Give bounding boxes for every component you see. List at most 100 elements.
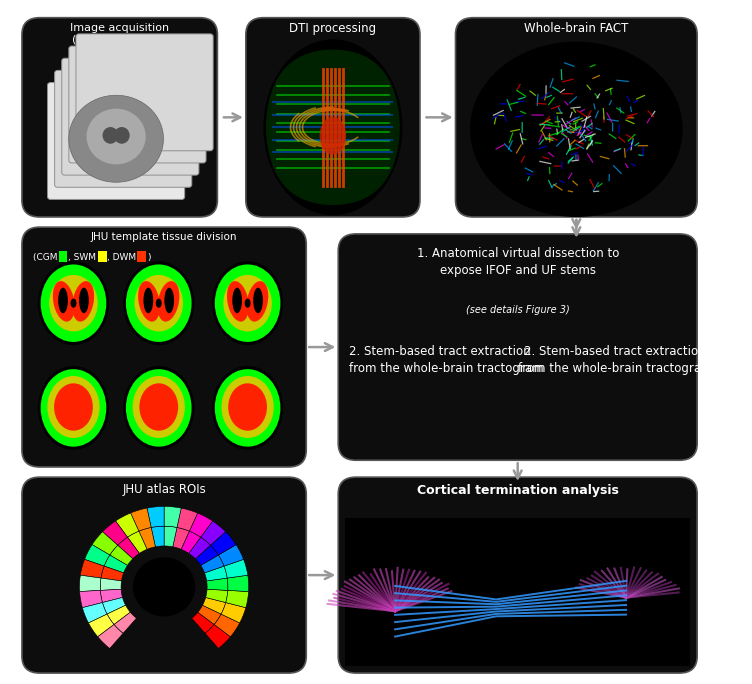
- Wedge shape: [202, 597, 226, 614]
- Ellipse shape: [123, 261, 194, 345]
- Ellipse shape: [247, 281, 268, 321]
- Wedge shape: [198, 605, 221, 624]
- Wedge shape: [205, 566, 227, 581]
- FancyBboxPatch shape: [246, 18, 420, 217]
- Text: Image acquisition
(2 x 42 volumes): Image acquisition (2 x 42 volumes): [70, 23, 169, 44]
- Wedge shape: [107, 605, 130, 624]
- Wedge shape: [226, 590, 249, 607]
- Wedge shape: [218, 544, 244, 566]
- Wedge shape: [224, 560, 248, 578]
- Text: ): ): [147, 253, 150, 262]
- FancyBboxPatch shape: [55, 70, 192, 187]
- Text: Whole-brain FACT: Whole-brain FACT: [524, 22, 629, 35]
- Wedge shape: [102, 521, 128, 545]
- Wedge shape: [164, 506, 181, 527]
- Bar: [137, 252, 146, 262]
- FancyBboxPatch shape: [69, 46, 206, 163]
- Wedge shape: [102, 597, 126, 614]
- Ellipse shape: [222, 376, 274, 438]
- Wedge shape: [205, 589, 228, 603]
- Ellipse shape: [41, 369, 106, 447]
- Ellipse shape: [263, 40, 402, 215]
- Wedge shape: [101, 566, 123, 581]
- Ellipse shape: [227, 281, 249, 321]
- Ellipse shape: [156, 299, 162, 308]
- Wedge shape: [207, 578, 228, 590]
- Ellipse shape: [144, 288, 153, 313]
- Ellipse shape: [102, 127, 118, 144]
- FancyBboxPatch shape: [62, 58, 199, 175]
- FancyBboxPatch shape: [22, 227, 306, 467]
- Ellipse shape: [38, 366, 109, 450]
- Wedge shape: [116, 513, 139, 537]
- Wedge shape: [190, 513, 213, 537]
- Wedge shape: [131, 508, 151, 531]
- Wedge shape: [164, 526, 177, 547]
- Text: Cortical termination analysis: Cortical termination analysis: [417, 484, 619, 497]
- FancyBboxPatch shape: [22, 477, 306, 673]
- Ellipse shape: [253, 288, 263, 313]
- Wedge shape: [89, 614, 114, 637]
- Text: 1. Anatomical virtual dissection to
expose IFOF and UF stems: 1. Anatomical virtual dissection to expo…: [417, 248, 619, 278]
- Ellipse shape: [53, 281, 74, 321]
- Ellipse shape: [320, 117, 346, 155]
- FancyBboxPatch shape: [338, 477, 697, 673]
- Wedge shape: [100, 578, 122, 590]
- Text: (see details Figure 3): (see details Figure 3): [465, 305, 569, 315]
- Text: , SWM: , SWM: [68, 253, 99, 262]
- Wedge shape: [173, 527, 190, 549]
- Ellipse shape: [165, 288, 174, 313]
- Wedge shape: [128, 531, 147, 553]
- Ellipse shape: [38, 261, 109, 345]
- Ellipse shape: [215, 265, 280, 342]
- Wedge shape: [181, 531, 201, 553]
- Ellipse shape: [114, 127, 129, 144]
- Wedge shape: [227, 575, 249, 592]
- Wedge shape: [221, 603, 246, 623]
- Ellipse shape: [228, 383, 267, 431]
- Ellipse shape: [54, 383, 92, 431]
- FancyBboxPatch shape: [47, 83, 185, 200]
- Text: (CGM: (CGM: [32, 253, 60, 262]
- Wedge shape: [110, 545, 133, 566]
- Ellipse shape: [72, 281, 94, 321]
- Text: JHU template tissue division: JHU template tissue division: [91, 232, 238, 242]
- Wedge shape: [114, 612, 136, 633]
- Wedge shape: [211, 531, 236, 555]
- Ellipse shape: [135, 275, 183, 332]
- Wedge shape: [80, 560, 104, 578]
- FancyBboxPatch shape: [76, 34, 213, 150]
- Wedge shape: [139, 527, 156, 549]
- Text: 2. Stem-based tract extraction
from the whole-brain tractogram: 2. Stem-based tract extraction from the …: [517, 345, 712, 376]
- Wedge shape: [192, 612, 214, 633]
- Wedge shape: [98, 624, 123, 648]
- Wedge shape: [92, 531, 117, 555]
- Ellipse shape: [232, 288, 242, 313]
- Ellipse shape: [138, 281, 160, 321]
- Wedge shape: [147, 506, 164, 527]
- Bar: [345, 518, 690, 666]
- Wedge shape: [83, 603, 107, 623]
- Ellipse shape: [223, 275, 272, 332]
- FancyBboxPatch shape: [338, 234, 697, 460]
- Ellipse shape: [71, 299, 77, 308]
- Ellipse shape: [133, 557, 196, 616]
- Ellipse shape: [126, 265, 192, 342]
- Text: JHU atlas ROIs: JHU atlas ROIs: [123, 482, 206, 495]
- Bar: [98, 252, 107, 262]
- Bar: [59, 252, 68, 262]
- Wedge shape: [80, 575, 101, 592]
- Wedge shape: [201, 555, 224, 573]
- Wedge shape: [196, 545, 218, 566]
- Ellipse shape: [86, 109, 146, 164]
- Wedge shape: [151, 526, 164, 547]
- Ellipse shape: [139, 383, 178, 431]
- Ellipse shape: [244, 299, 250, 308]
- Ellipse shape: [132, 376, 185, 438]
- Ellipse shape: [126, 369, 192, 447]
- Wedge shape: [214, 614, 240, 637]
- Ellipse shape: [58, 288, 68, 313]
- Ellipse shape: [49, 275, 98, 332]
- Wedge shape: [84, 544, 110, 566]
- Wedge shape: [201, 521, 226, 545]
